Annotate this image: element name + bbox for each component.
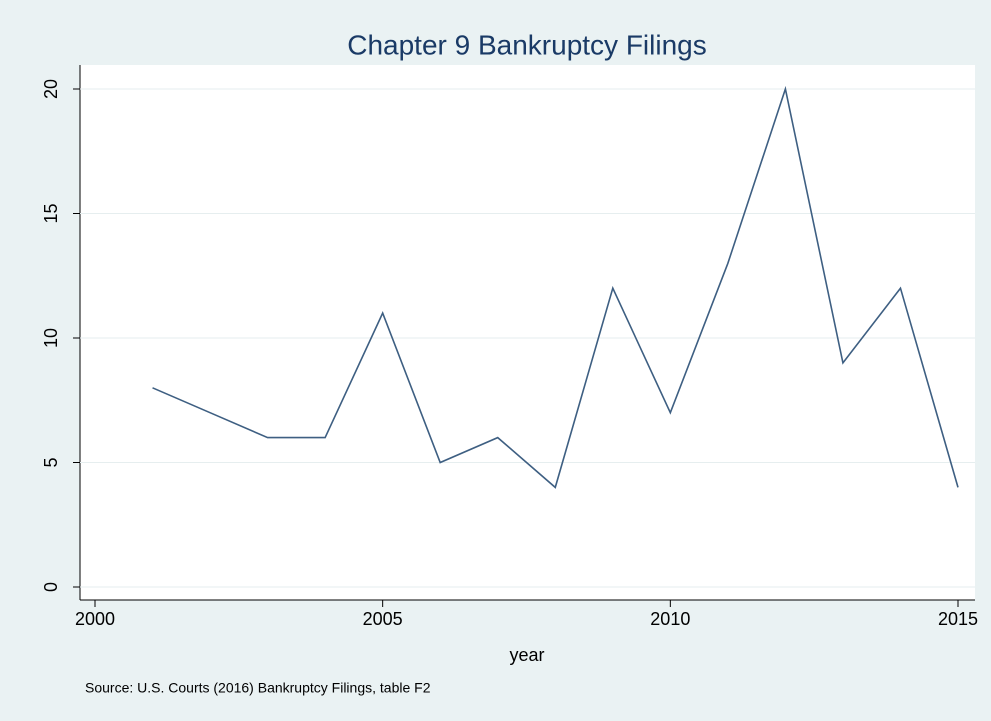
y-tick-label: 20 xyxy=(41,79,61,99)
x-tick-label: 2000 xyxy=(75,609,115,629)
x-axis-label: year xyxy=(509,645,544,665)
source-note: Source: U.S. Courts (2016) Bankruptcy Fi… xyxy=(85,680,431,696)
x-tick-label: 2005 xyxy=(363,609,403,629)
data-line xyxy=(152,85,959,489)
x-tick-label: 2015 xyxy=(938,609,978,629)
plot-area xyxy=(80,65,975,600)
x-tick-label: 2010 xyxy=(650,609,690,629)
y-tick-label: 10 xyxy=(41,328,61,348)
chart-title: Chapter 9 Bankruptcy Filings xyxy=(347,29,707,60)
y-tick-label: 15 xyxy=(41,203,61,223)
y-tick-label: 0 xyxy=(41,582,61,592)
y-tick-label: 5 xyxy=(41,457,61,467)
